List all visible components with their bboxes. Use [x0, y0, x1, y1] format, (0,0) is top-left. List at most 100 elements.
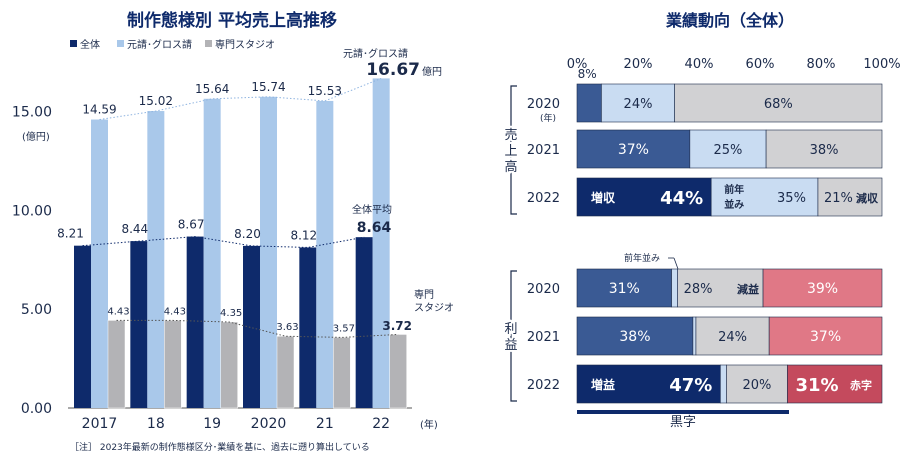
stacked-segment	[768, 316, 883, 356]
footnote: ［注］ 2023年最新の制作態様区分･業績を基に、過去に遡り算出している	[70, 441, 370, 453]
segment-tag-label: 増収	[591, 190, 616, 205]
row-year-label: 2022	[527, 191, 560, 206]
data-label: 8.20	[234, 227, 261, 241]
stacked-segment	[671, 268, 678, 308]
group-label-char: 利	[504, 322, 517, 337]
x-tick-label: 19	[203, 416, 221, 432]
y-tick-label: 10.00	[12, 203, 52, 219]
stacked-segment	[576, 129, 691, 169]
bar-contract	[203, 98, 221, 409]
data-label: 15.74	[251, 80, 285, 94]
bar-overall	[299, 247, 317, 408]
stacked-segment	[787, 364, 883, 404]
x-tick-label: 0%	[567, 57, 588, 72]
segment-tag-label: 前年	[724, 183, 744, 196]
stacked-segment	[765, 129, 883, 169]
group-bracket	[510, 85, 517, 215]
stacked-segment	[576, 83, 602, 123]
x-axis-unit: (年)	[420, 418, 438, 431]
segment-tag-label: 減益	[737, 282, 759, 296]
legend-swatch	[205, 40, 212, 47]
stacked-segment	[674, 83, 883, 123]
trend-line	[116, 319, 399, 338]
stacked-segment	[576, 177, 712, 217]
x-tick-label: 100%	[863, 57, 900, 72]
data-label: 4.43	[107, 306, 129, 317]
x-tick-label: 22	[372, 416, 390, 432]
contract-highlight-value: 16.67	[366, 60, 420, 80]
segment-tag-label: 並み	[724, 198, 744, 211]
data-label: 14.59	[82, 103, 116, 117]
segment-value-label: 31%	[609, 281, 640, 297]
studio-annotation-label: 専門	[414, 289, 434, 301]
data-label: 15.02	[139, 94, 173, 108]
x-tick-label: 20%	[624, 57, 653, 72]
contract-highlight-unit: 億円	[422, 65, 442, 78]
data-label: 8.67	[178, 218, 205, 232]
bar-studio	[220, 321, 238, 409]
segment-value-label: 44%	[660, 188, 703, 209]
stacked-segment	[689, 129, 767, 169]
bar-overall	[130, 241, 148, 408]
stacked-segment	[695, 316, 770, 356]
segment-value-label: 25%	[714, 143, 743, 158]
data-label: 3.63	[276, 322, 298, 333]
data-label: 8.44	[121, 222, 148, 236]
x-tick-label: 60%	[746, 57, 775, 72]
group-label-char: 売	[504, 127, 517, 143]
bar-studio	[107, 320, 126, 409]
segment-value-label: 20%	[742, 378, 771, 393]
data-label: 15.53	[308, 84, 342, 98]
segment-tag-label: 赤字	[850, 378, 872, 392]
segment-value-label: 21%	[824, 191, 853, 206]
bar-studio	[164, 320, 182, 409]
callout-label: 前年並み	[624, 252, 660, 264]
legend-swatch	[70, 40, 77, 47]
stacked-segment	[762, 268, 883, 308]
stacked-segment	[576, 268, 672, 308]
segment-value-label: 24%	[624, 97, 653, 112]
legend-label: 全体	[80, 38, 100, 51]
bar-overall	[74, 245, 91, 408]
row-year-label: 2020	[527, 282, 560, 297]
row-year-label: 2020	[527, 97, 560, 112]
x-tick-label: 40%	[685, 57, 714, 72]
segment-value-label: 68%	[764, 97, 793, 112]
y-axis-unit: (億円)	[22, 130, 50, 143]
stacked-segment	[692, 316, 697, 356]
x-tick-label: 2017	[82, 416, 118, 432]
contract-annotation-label: 元請･グロス請	[343, 47, 408, 60]
left-chart-title: 制作態様別 平均売上高推移	[127, 10, 337, 31]
row-year-label: 2021	[527, 330, 560, 345]
legend-label: 専門スタジオ	[215, 39, 275, 51]
segment-value-label: 38%	[810, 143, 839, 158]
data-label: 8.12	[290, 228, 317, 242]
data-label: 4.35	[220, 308, 242, 319]
callout-leader	[673, 257, 679, 270]
bar-studio	[276, 335, 295, 409]
stacked-segment	[576, 364, 721, 404]
bar-contract	[147, 111, 165, 408]
x-tick-label: 21	[316, 416, 334, 432]
bar-studio	[333, 337, 351, 409]
segment-value-label: 38%	[619, 329, 650, 345]
legend-swatch	[117, 40, 124, 47]
bar-overall	[186, 236, 204, 408]
studio-highlight-value: 3.72	[382, 319, 412, 333]
bar-overall	[243, 245, 260, 408]
right-chart-title: 業績動向（全体）	[665, 11, 794, 30]
stacked-segment	[726, 364, 788, 404]
group-label-char: 高	[504, 159, 517, 175]
stacked-segment	[817, 177, 883, 217]
data-label: 4.43	[164, 306, 186, 317]
row-year-label: 2022	[527, 378, 560, 393]
bar-contract	[91, 119, 108, 409]
legend-label: 元請･グロス請	[127, 38, 192, 51]
data-label: 8.21	[57, 227, 84, 241]
row-year-unit: (年)	[540, 112, 556, 124]
studio-annotation-label: スタジオ	[414, 302, 454, 314]
stacked-segment	[720, 364, 727, 404]
segment-value-label: 8%	[578, 67, 597, 81]
stacked-segment	[677, 268, 764, 308]
